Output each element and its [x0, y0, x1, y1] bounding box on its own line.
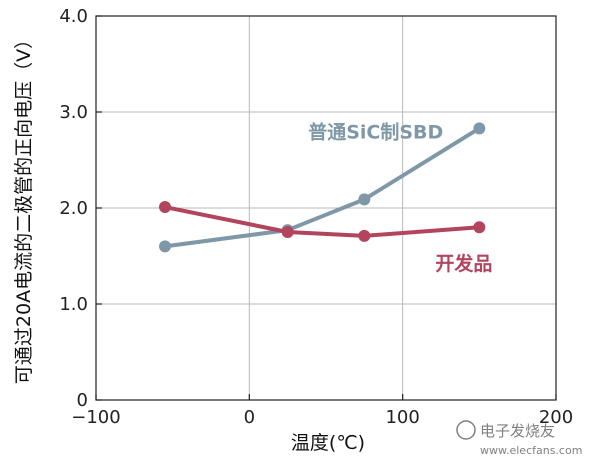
data-point	[159, 201, 171, 214]
series-name-label: 开发品	[435, 252, 492, 275]
data-point	[473, 122, 486, 135]
series-line	[164, 205, 480, 238]
watermark-logo: 电子发烧友 www.elecfans.com	[456, 420, 582, 457]
series-line	[164, 126, 481, 249]
y-tick-label: 3.0	[59, 102, 88, 123]
x-tick-label: 200	[539, 407, 573, 428]
data-point	[159, 240, 171, 253]
x-tick-label: −100	[71, 407, 120, 428]
x-axis-title: 温度(℃)	[291, 432, 365, 454]
x-tick-label: 0	[244, 407, 255, 428]
y-tick-label: 2.0	[59, 198, 88, 219]
x-tick-label: 100	[385, 407, 419, 428]
data-point	[358, 229, 371, 242]
data-point	[473, 221, 486, 234]
series-layer	[159, 122, 486, 253]
data-point	[358, 193, 371, 206]
y-tick-label: 0	[77, 390, 88, 411]
series-labels: 普通SiC制SBD 开发品	[308, 120, 492, 275]
y-tick-label: 4.0	[59, 6, 88, 27]
series-name-label: 普通SiC制SBD	[308, 120, 443, 143]
x-axis-ticks: −100 0 100 200	[71, 394, 573, 428]
data-point	[281, 226, 294, 238]
y-axis-title: 可通过20A电流的二极管的正向电压（V）	[13, 30, 35, 384]
watermark-url: www.elecfans.com	[480, 444, 582, 457]
y-tick-label: 1.0	[59, 294, 88, 315]
y-axis-ticks: 0 1.0 2.0 3.0 4.0	[59, 6, 102, 411]
watermark-icon	[456, 420, 476, 440]
watermark-title: 电子发烧友	[480, 422, 555, 440]
